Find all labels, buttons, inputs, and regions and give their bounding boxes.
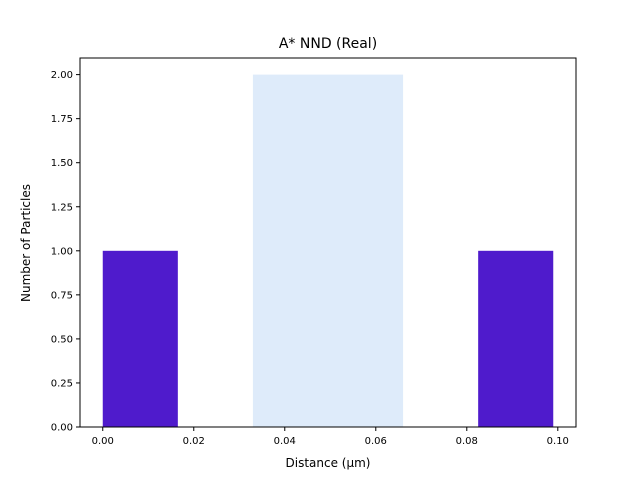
bars-group: [102, 74, 554, 427]
x-tick-label: 0.02: [183, 436, 205, 447]
histogram-bar-3: [478, 250, 554, 427]
y-tick-label: 2.00: [51, 70, 73, 81]
y-axis: 0.00 0.25 0.50 0.75 1.00 1.25 1.50 1.75 2.00: [51, 70, 80, 434]
x-tick-label: 0.08: [456, 436, 478, 447]
y-tick-label: 0.25: [51, 378, 73, 389]
y-tick-label: 0.00: [51, 423, 73, 434]
chart-title: A* NND (Real): [279, 36, 377, 52]
y-axis-label: Number of Particles: [19, 184, 33, 302]
x-axis: 0.00 0.02 0.04 0.06 0.08 0.10: [92, 427, 569, 447]
y-tick-label: 1.25: [51, 202, 73, 213]
x-tick-label: 0.10: [547, 436, 569, 447]
y-tick-label: 1.75: [51, 114, 73, 125]
y-tick-label: 1.50: [51, 158, 73, 169]
y-tick-label: 0.75: [51, 290, 73, 301]
histogram-bar-1: [102, 250, 178, 427]
y-tick-label: 1.00: [51, 246, 73, 257]
histogram-bar-2: [252, 74, 404, 427]
x-tick-label: 0.00: [92, 436, 114, 447]
x-tick-label: 0.06: [365, 436, 387, 447]
y-tick-label: 0.50: [51, 334, 73, 345]
x-tick-label: 0.04: [274, 436, 296, 447]
plot-frame: [79, 57, 577, 428]
x-axis-label: Distance (μm): [286, 456, 371, 470]
